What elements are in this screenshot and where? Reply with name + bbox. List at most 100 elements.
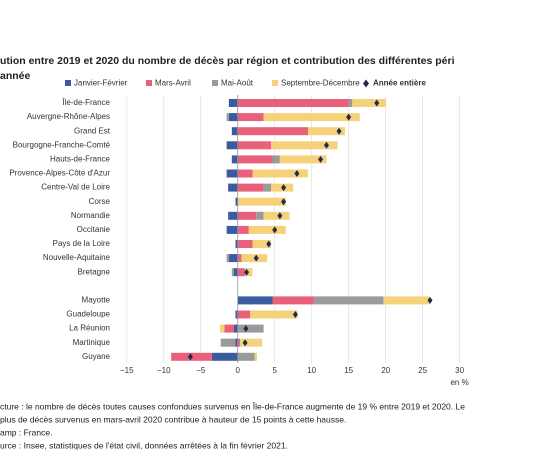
y-tick-label: Martinique	[73, 338, 111, 347]
y-tick-label: Centre-Val de Loire	[41, 183, 110, 192]
total-marker	[318, 155, 324, 163]
total-marker	[277, 212, 283, 220]
bar-segment	[237, 225, 249, 234]
total-marker	[292, 311, 298, 318]
y-tick-label: Guadeloupe	[66, 310, 110, 319]
total-marker	[294, 170, 300, 177]
bar-segment	[235, 240, 238, 248]
chart-title: année	[0, 70, 31, 82]
y-tick-label: Bourgogne-Franche-Comté	[13, 140, 111, 149]
total-marker	[244, 268, 250, 276]
bar-segment	[237, 155, 273, 164]
bar-segment	[237, 324, 264, 333]
legend-swatch	[146, 80, 152, 86]
y-tick-label: Occitanie	[77, 225, 111, 234]
legend-swatch	[65, 80, 71, 86]
bar-segment	[279, 155, 327, 164]
bar-segment	[263, 211, 290, 220]
x-tick-label: 0	[236, 366, 241, 375]
bar-segment	[234, 268, 238, 277]
bar-segment	[226, 254, 229, 263]
x-tick-label: 20	[381, 366, 390, 375]
x-axis-label: en %	[450, 378, 468, 387]
total-marker	[242, 339, 248, 347]
total-marker	[427, 296, 433, 304]
bar-segment	[263, 113, 360, 122]
legend-marker	[363, 79, 369, 88]
y-tick-label: Mayotte	[82, 296, 111, 305]
bar-segment	[237, 127, 308, 136]
bar-segment	[237, 211, 257, 220]
total-marker	[336, 127, 342, 135]
bar-segment	[248, 225, 286, 234]
total-marker	[243, 325, 249, 333]
bar-segment	[237, 99, 349, 107]
bar-segment	[263, 183, 272, 192]
y-tick-label: Corse	[89, 197, 111, 206]
bar-segment	[313, 296, 384, 305]
bar-segment	[237, 352, 255, 361]
x-tick-label: 10	[307, 366, 316, 375]
bar-segment	[239, 338, 263, 347]
bar-segment	[237, 338, 240, 347]
bar-segment	[383, 296, 431, 305]
footnote: amp : France.	[0, 427, 52, 437]
bar-segment	[228, 99, 238, 107]
bar-segment	[250, 310, 298, 319]
bar-segment	[220, 338, 236, 347]
y-tick-label: Nouvelle-Aquitaine	[43, 253, 111, 262]
total-marker	[253, 254, 259, 262]
bar-segment	[272, 155, 280, 164]
footnote: cture : le nombre de décès toutes causes…	[0, 401, 465, 411]
bar-segment	[254, 352, 257, 361]
chart-title: ution entre 2019 et 2020 du nombre de dé…	[0, 55, 455, 67]
bar-segment	[237, 268, 246, 277]
y-tick-label: La Réunion	[69, 324, 110, 333]
y-tick-label: Normandie	[71, 211, 111, 220]
bar-segment	[237, 197, 286, 206]
bar-segment	[271, 141, 338, 150]
bar-segment	[237, 113, 264, 122]
total-marker	[374, 99, 380, 107]
bar-segment	[237, 310, 251, 319]
legend-label: Année entière	[373, 79, 426, 88]
total-marker	[346, 113, 352, 121]
total-marker	[281, 184, 287, 192]
x-tick-label: −5	[196, 366, 206, 375]
bar-segment	[224, 324, 235, 333]
bar-segment	[307, 127, 345, 136]
bar-segment	[272, 296, 314, 305]
bar-segment	[231, 268, 235, 277]
legend-swatch	[272, 80, 278, 86]
bar-segment	[237, 296, 273, 305]
y-tick-label: Île-de-France	[61, 98, 110, 107]
bar-segment	[352, 99, 386, 107]
legend-label: Mars-Avril	[155, 79, 191, 88]
bar-segment	[228, 113, 238, 122]
legend-label: Mai-Août	[221, 79, 254, 88]
y-tick-label: Pays de la Loire	[53, 239, 111, 248]
bar-segment	[237, 169, 253, 178]
bar-segment	[228, 211, 238, 220]
bar-segment	[235, 197, 238, 206]
x-tick-label: 30	[455, 366, 464, 375]
bar-segment	[231, 127, 238, 136]
y-tick-label: Auvergne-Rhône-Alpes	[27, 112, 110, 121]
x-tick-label: 25	[418, 366, 427, 375]
bar-segment	[235, 338, 238, 347]
bar-segment	[237, 141, 272, 150]
bar-segment	[237, 183, 264, 192]
bar-segment	[228, 183, 238, 192]
bar-segment	[252, 169, 308, 178]
x-tick-label: −15	[120, 366, 134, 375]
bar-segment	[237, 254, 242, 263]
bar-segment	[228, 254, 238, 263]
bar-segment	[348, 99, 353, 107]
total-marker	[281, 198, 287, 206]
bar-segment	[235, 310, 238, 319]
y-tick-label: Hauts-de-France	[50, 155, 111, 164]
footnote: plus de décès survenus en mars-avril 202…	[0, 414, 346, 424]
bar-segment	[234, 324, 238, 333]
bar-segment	[226, 225, 238, 234]
y-tick-label: Bretagne	[78, 267, 111, 276]
